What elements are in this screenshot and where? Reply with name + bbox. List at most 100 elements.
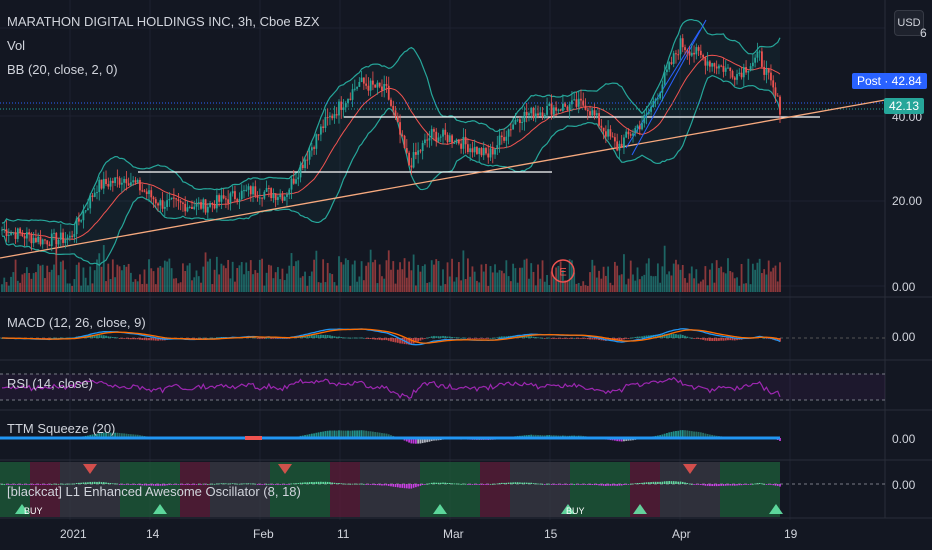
volume-bar	[704, 266, 707, 292]
ao-bar	[326, 481, 329, 484]
ttm-histogram-bar	[387, 434, 390, 438]
candle-body	[552, 107, 555, 115]
macd-legend[interactable]: MACD (12, 26, close, 9)	[7, 315, 146, 330]
ao-bar	[320, 481, 322, 484]
ao-bar	[433, 482, 435, 484]
ao-bar	[132, 484, 134, 485]
candle-body	[772, 80, 775, 88]
volume-bar	[87, 285, 89, 292]
macd-histogram-bar	[326, 335, 329, 338]
volume-bar	[414, 285, 417, 292]
ao-background-band	[330, 462, 360, 517]
macd-histogram-bar	[437, 336, 440, 338]
volume-bar	[213, 269, 216, 292]
macd-histogram-bar	[546, 337, 548, 339]
volume-bar	[304, 271, 306, 292]
volume-bar	[462, 250, 465, 292]
volume-bar	[218, 274, 221, 292]
volume-bar	[329, 273, 331, 292]
volume-bar	[713, 282, 716, 292]
ao-bar	[571, 484, 573, 485]
candle-body	[647, 111, 650, 114]
rsi-legend[interactable]: RSI (14, close)	[7, 376, 93, 391]
macd-histogram-bar	[442, 335, 444, 338]
macd-histogram-bar	[464, 337, 467, 339]
macd-histogram-bar	[256, 338, 259, 339]
candle-body	[390, 99, 392, 106]
candle-body	[333, 114, 336, 119]
post-price-tag: Post · 42.84	[852, 73, 927, 89]
ao-bar	[390, 484, 392, 487]
volume-bar	[638, 279, 641, 292]
candle-body	[37, 236, 40, 243]
candle-body	[353, 88, 356, 90]
ao-bar	[82, 482, 85, 484]
macd-histogram-bar	[543, 338, 546, 339]
ttm-histogram-bar	[353, 430, 356, 438]
candle-body	[234, 191, 236, 200]
macd-histogram-bar	[528, 336, 530, 338]
candle-body	[177, 199, 180, 201]
ao-bar	[745, 484, 747, 485]
candle-body	[611, 136, 614, 138]
currency-button[interactable]: USD	[894, 10, 924, 36]
ao-bar	[770, 484, 772, 485]
ao-bar	[657, 481, 659, 484]
ao-bar	[749, 484, 752, 485]
ao-bar	[761, 483, 763, 485]
candle-body	[5, 229, 8, 237]
candle-body	[75, 218, 78, 235]
ttm-histogram-bar	[424, 438, 426, 443]
ttm-histogram-bar	[385, 433, 388, 438]
ao-bar	[666, 481, 668, 484]
ao-signal-triangle	[683, 464, 697, 474]
volume-bar	[21, 274, 24, 292]
volume-bar	[763, 269, 766, 292]
volume-bar	[636, 267, 639, 292]
ao-background-band	[180, 462, 210, 517]
ao-bar	[733, 484, 736, 486]
candle-body	[446, 134, 449, 143]
macd-histogram-bar	[313, 335, 316, 338]
ao-bar	[123, 484, 125, 485]
macd-histogram-bar	[206, 337, 209, 339]
candle-body	[561, 103, 564, 111]
ao-bar	[57, 483, 60, 485]
ao-bar	[598, 484, 600, 486]
volume-bar	[37, 264, 40, 292]
ttm-histogram-bar	[369, 431, 372, 438]
vol-legend[interactable]: Vol	[7, 38, 26, 53]
bb-legend[interactable]: BB (20, close, 2, 0)	[7, 62, 118, 77]
ao-bar	[607, 484, 609, 486]
candle-body	[471, 148, 474, 153]
macd-histogram-bar	[582, 338, 585, 339]
candle-body	[238, 199, 241, 202]
ttm-histogram-bar	[358, 430, 361, 438]
volume-bar	[552, 277, 555, 292]
volume-bar	[444, 284, 447, 292]
ttm-histogram-bar	[537, 434, 539, 438]
ao-signal-triangle	[15, 504, 29, 514]
macd-histogram-bar	[654, 334, 657, 338]
ao-legend[interactable]: [blackcat] L1 Enhanced Awesome Oscillato…	[7, 484, 301, 499]
volume-bar	[385, 260, 388, 292]
candle-body	[66, 237, 69, 240]
candle-body	[365, 83, 368, 86]
volume-bar	[489, 266, 492, 292]
volume-bar	[589, 272, 591, 292]
volume-bar	[387, 250, 390, 292]
ao-bar	[709, 484, 711, 487]
volume-bar	[426, 282, 429, 292]
volume-bar	[738, 285, 741, 292]
volume-bar	[546, 274, 548, 292]
ao-bar	[774, 484, 777, 486]
ttm-legend[interactable]: TTM Squeeze (20)	[7, 421, 116, 436]
volume-bar	[71, 285, 74, 292]
candle-body	[433, 129, 435, 132]
macd-histogram-bar	[668, 333, 671, 338]
ao-signal-triangle	[278, 464, 292, 474]
volume-bar	[188, 263, 191, 292]
volume-bar	[315, 250, 318, 292]
x-tick-11: 11	[337, 527, 350, 541]
ao-bar	[471, 484, 474, 485]
